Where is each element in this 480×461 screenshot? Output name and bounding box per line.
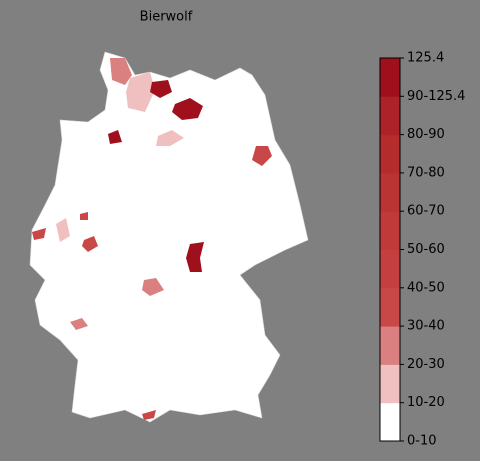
region: [126, 72, 155, 112]
region: [80, 212, 88, 220]
region: [172, 98, 203, 120]
colorbar-label: 50-60: [407, 242, 445, 257]
region: [108, 130, 122, 144]
region: [156, 130, 184, 146]
colorbar-label: 40-50: [407, 280, 445, 295]
colorbar-segment: [380, 134, 400, 174]
colorbar-label: 125.4: [407, 51, 444, 66]
colorbar-label: 60-70: [407, 204, 445, 219]
colorbar: 0-10 10-20 20-30 30-40 40-50 50-60 60-70 70-80 8…: [379, 51, 465, 449]
colorbar-label: 90-125.4: [407, 89, 465, 104]
colorbar-segment: [380, 172, 400, 212]
colorbar-label: 80-90: [407, 127, 445, 142]
region: [150, 80, 172, 98]
colorbar-segment: [380, 364, 400, 404]
region: [142, 410, 156, 420]
colorbar-label: 0-10: [407, 434, 437, 449]
map-title: Bierwolf: [140, 10, 193, 25]
region: [110, 58, 132, 85]
colorbar-label: 10-20: [407, 395, 445, 410]
country-outline: [29, 51, 309, 423]
colorbar-segment: [380, 287, 400, 327]
colorbar-label: 30-40: [407, 319, 445, 334]
region: [186, 242, 204, 272]
region: [252, 146, 272, 166]
colorbar-segment: [380, 402, 400, 442]
region: [70, 318, 88, 330]
colorbar-label: 20-30: [407, 357, 445, 372]
colorbar-label: 70-80: [407, 165, 445, 180]
colorbar-segment: [380, 326, 400, 365]
colorbar-segment: [380, 211, 400, 250]
colorbar-segment: [380, 58, 400, 97]
region: [56, 218, 70, 242]
colorbar-segment: [380, 249, 400, 289]
colorbar-segment: [380, 96, 400, 136]
region: [142, 278, 164, 296]
region: [32, 228, 46, 240]
region: [82, 236, 98, 252]
germany-map: [29, 51, 309, 423]
